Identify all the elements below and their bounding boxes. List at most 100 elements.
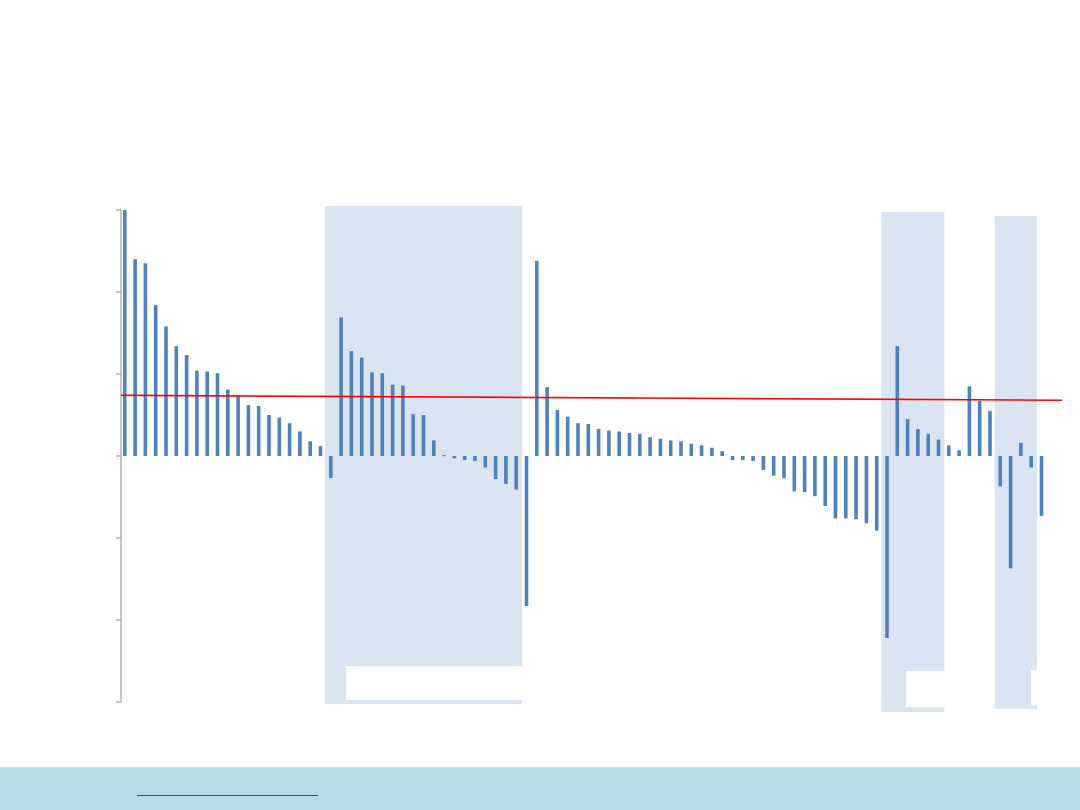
bar bbox=[658, 438, 663, 456]
bar bbox=[153, 305, 158, 456]
highlight-label-box bbox=[1031, 670, 1060, 705]
bar bbox=[720, 451, 724, 456]
bar bbox=[226, 389, 230, 456]
bar bbox=[771, 456, 776, 476]
bar bbox=[998, 456, 1003, 487]
bar bbox=[329, 456, 333, 479]
bar bbox=[133, 259, 137, 456]
bar bbox=[741, 456, 745, 461]
bar bbox=[607, 430, 611, 456]
bar bbox=[977, 401, 982, 456]
bar bbox=[524, 456, 529, 607]
bar bbox=[844, 456, 848, 519]
bar bbox=[761, 456, 766, 470]
footer-bar bbox=[0, 767, 1080, 810]
bar bbox=[967, 386, 972, 456]
bar bbox=[349, 351, 354, 456]
bar bbox=[318, 446, 323, 456]
bar bbox=[298, 431, 302, 456]
bar bbox=[174, 346, 179, 456]
bar bbox=[287, 423, 292, 456]
bar bbox=[432, 440, 436, 456]
bar bbox=[514, 456, 518, 490]
bar bbox=[359, 357, 364, 456]
footer-link[interactable] bbox=[137, 781, 318, 796]
bar bbox=[638, 433, 642, 456]
bar bbox=[689, 443, 694, 456]
bar bbox=[905, 419, 910, 456]
bar bbox=[339, 317, 343, 456]
bar bbox=[545, 387, 549, 456]
highlight-region bbox=[881, 212, 945, 712]
bar bbox=[483, 456, 488, 468]
bar bbox=[442, 455, 446, 457]
bar bbox=[782, 456, 786, 479]
bar bbox=[380, 373, 385, 456]
bar bbox=[164, 326, 168, 456]
highlight-regions bbox=[325, 206, 1060, 712]
highlight-label-box bbox=[346, 666, 528, 700]
bar bbox=[648, 437, 652, 456]
bar bbox=[936, 439, 941, 456]
bar bbox=[123, 210, 127, 456]
bar bbox=[864, 456, 869, 524]
bar bbox=[1008, 456, 1013, 569]
bar bbox=[267, 415, 271, 456]
bar bbox=[1039, 456, 1044, 516]
bar bbox=[813, 456, 817, 497]
y-axis bbox=[116, 209, 122, 703]
bar bbox=[555, 410, 560, 456]
bar bbox=[854, 456, 858, 520]
bar bbox=[710, 447, 714, 456]
highlight-label-box bbox=[906, 671, 970, 707]
bar bbox=[215, 373, 220, 456]
bar bbox=[1029, 456, 1033, 468]
bar bbox=[452, 456, 457, 459]
bar bbox=[679, 441, 683, 456]
bar bbox=[596, 428, 601, 456]
bar bbox=[370, 372, 374, 456]
bar bbox=[988, 410, 992, 456]
bar bbox=[699, 445, 704, 456]
bar bbox=[617, 431, 621, 456]
bar bbox=[730, 456, 735, 461]
bar bbox=[576, 423, 580, 456]
bar bbox=[401, 385, 405, 456]
bar bbox=[390, 384, 395, 456]
bar-series bbox=[123, 210, 1044, 639]
bar bbox=[885, 456, 889, 639]
bar bbox=[462, 456, 467, 461]
bar bbox=[926, 433, 930, 456]
reference-line bbox=[120, 394, 1063, 402]
bar bbox=[823, 456, 827, 507]
bar-chart bbox=[116, 206, 1063, 712]
bar bbox=[916, 428, 920, 456]
bar bbox=[833, 456, 838, 519]
bar bbox=[627, 433, 632, 456]
bar bbox=[473, 456, 477, 461]
bar bbox=[802, 456, 807, 493]
bar bbox=[184, 355, 189, 456]
bar bbox=[493, 456, 498, 479]
bar bbox=[874, 456, 879, 531]
bar bbox=[586, 424, 591, 456]
bar bbox=[411, 414, 415, 456]
bar bbox=[947, 445, 951, 456]
bar bbox=[1019, 442, 1023, 456]
bar bbox=[504, 456, 508, 484]
bar bbox=[143, 263, 148, 456]
bar bbox=[535, 260, 539, 456]
reference-line-group bbox=[120, 394, 1063, 402]
bar bbox=[308, 441, 312, 456]
bar bbox=[205, 371, 209, 456]
bar bbox=[236, 395, 240, 456]
bar bbox=[195, 370, 199, 456]
bar bbox=[256, 405, 261, 456]
bar bbox=[751, 456, 755, 461]
bar bbox=[792, 456, 797, 492]
bar bbox=[421, 415, 426, 456]
bar bbox=[895, 346, 900, 456]
bar bbox=[668, 440, 673, 456]
bar bbox=[957, 450, 961, 456]
bar bbox=[246, 405, 251, 456]
